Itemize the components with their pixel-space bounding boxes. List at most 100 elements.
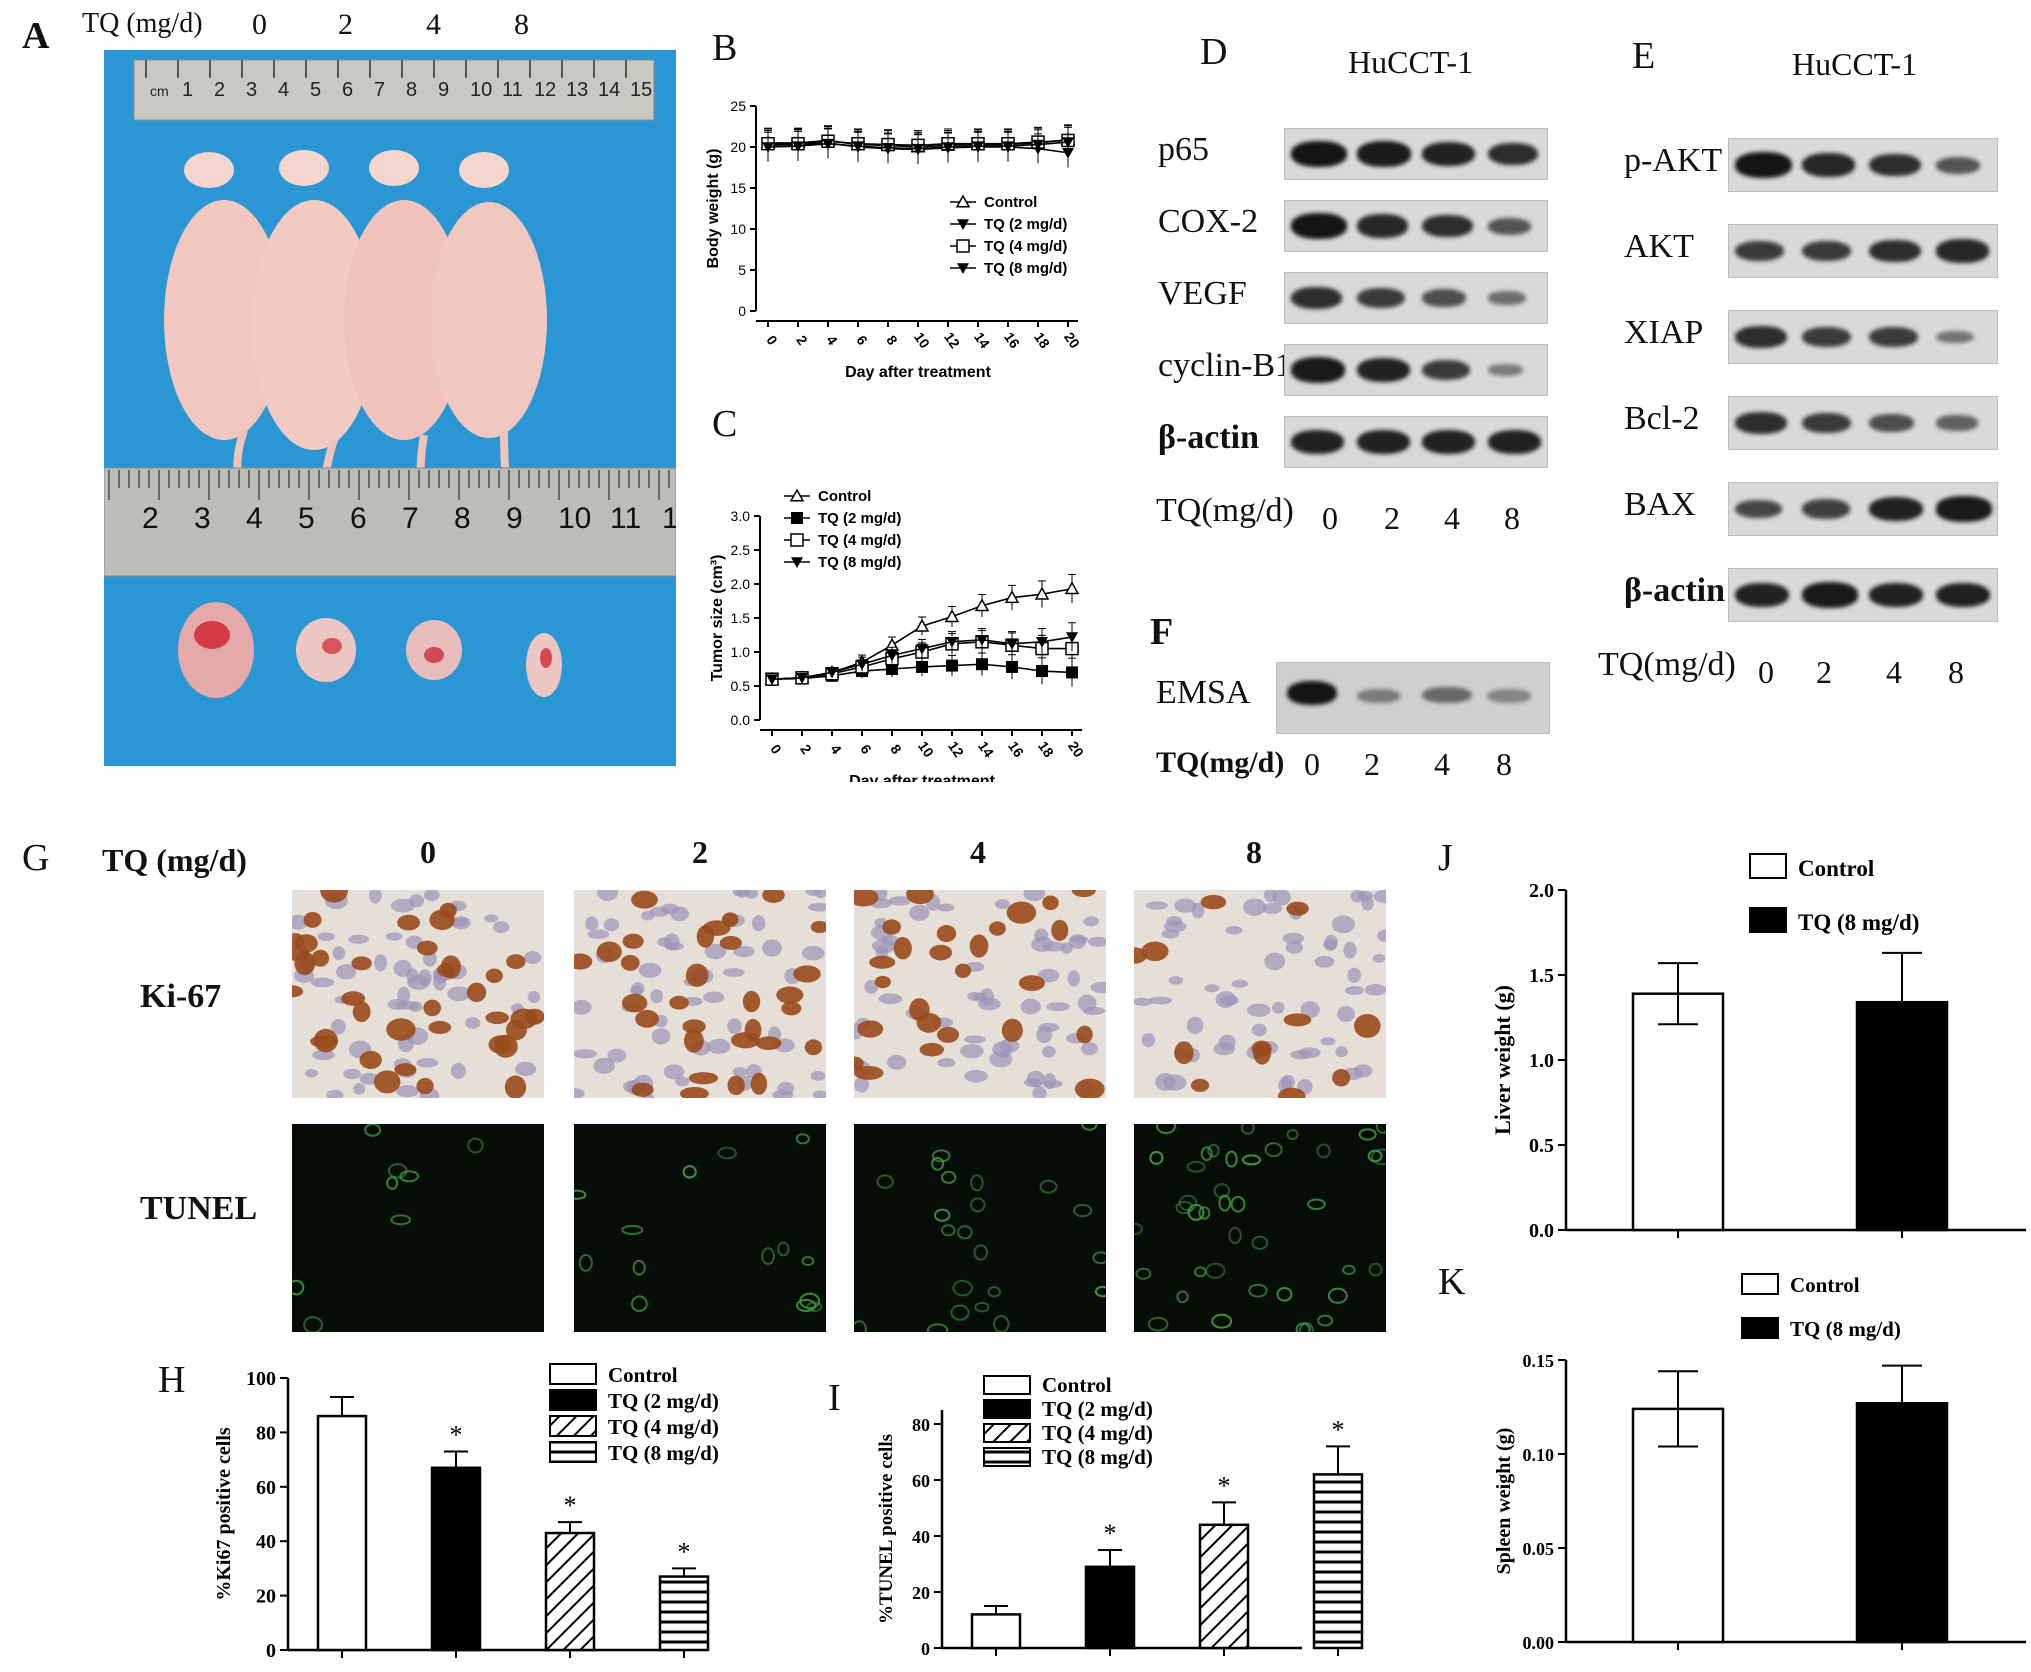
panel-f-row-emsa: EMSA	[1156, 674, 1251, 711]
y-tick-label: 0.0	[1529, 1220, 1554, 1242]
data-point	[1066, 666, 1078, 679]
legend-item: TQ (2 mg/d)	[549, 1389, 719, 1413]
panel-d-lane-0: 0	[1322, 500, 1338, 536]
blot-band	[1291, 429, 1344, 455]
y-axis-label: Spleen weight (g)	[1493, 1428, 1515, 1575]
legend-label: TQ (4 mg/d)	[818, 532, 901, 549]
data-point	[1062, 137, 1074, 149]
y-tick-label: 1.0	[1529, 1050, 1554, 1072]
blot-band	[1936, 239, 1990, 263]
legend-label: TQ (2 mg/d)	[1042, 1397, 1153, 1421]
bar	[1312, 1473, 1364, 1650]
bar	[1855, 1401, 1949, 1644]
legend-swatch	[1741, 1273, 1779, 1295]
y-tick-label: 0.0	[731, 712, 751, 728]
x-tick-label: 2	[793, 332, 811, 348]
y-tick-label: 2.5	[731, 542, 751, 558]
x-tick-label: 10	[915, 738, 937, 760]
blot-row-label: VEGF	[1158, 275, 1247, 312]
bar-control	[1631, 962, 1725, 1238]
blot-row-label: BAX	[1624, 486, 1696, 523]
data-point	[762, 142, 774, 153]
chart-c-tumor-size: 0.0 0.5 1.0 1.5 2.0 2.5 3.0 0 2 4 6 8 10 12 14 16 18 20 Da…	[709, 488, 1087, 782]
y-tick-label: 20	[256, 1586, 276, 1608]
emsa-blot	[1276, 662, 1550, 734]
x-tick-label: 10	[911, 329, 933, 351]
blot-band	[1422, 214, 1473, 238]
chart-j-liver-weight: 0.0 0.5 1.0 1.5 2.0 Liver weight (g) Control TQ…	[1490, 853, 2026, 1242]
panel-g-dose-header: TQ (mg/d)	[102, 842, 247, 878]
legend-label: TQ (8 mg/d)	[608, 1441, 719, 1465]
panel-label-h: H	[158, 1359, 186, 1401]
top-ruler-number: 9	[438, 79, 449, 101]
top-ruler-number: 10	[470, 79, 492, 101]
bar-tq-8-mg-d-	[1855, 951, 1949, 1238]
y-tick-label: 0	[738, 303, 746, 319]
bar-tq-2-mg-d-: *	[430, 1420, 482, 1658]
tumor-dose-0	[178, 602, 254, 698]
x-tick-label: 12	[941, 329, 963, 351]
legend-swatch	[549, 1389, 597, 1411]
significance-marker: *	[678, 1537, 691, 1566]
bottom-ruler-number: 8	[454, 502, 471, 535]
legend-swatch	[983, 1399, 1031, 1419]
legend-label: TQ (2 mg/d)	[608, 1389, 719, 1413]
legend-item: TQ (8 mg/d)	[1749, 907, 1919, 935]
bar-tq-8-mg-d-	[1855, 1364, 1949, 1650]
data-point	[976, 634, 988, 646]
data-point	[792, 141, 804, 153]
y-tick-label: 40	[912, 1527, 930, 1547]
blot-band	[1802, 412, 1852, 434]
y-axis-label: Tumor size (cm³)	[709, 555, 726, 682]
significance-marker: *	[1104, 1519, 1117, 1548]
bar	[430, 1466, 482, 1652]
top-ruler-number: 6	[342, 79, 353, 101]
legend-item: Control	[549, 1363, 678, 1387]
blot-band	[1356, 357, 1410, 383]
mouse-dose-0	[164, 200, 284, 440]
y-tick-label: 80	[912, 1415, 930, 1435]
top-ruler-numbers: cm 1 2 3 4 5 6 7 8 9 10 11 12 13 14 15	[150, 79, 652, 101]
y-tick-label: 1.5	[1529, 965, 1554, 987]
panel-f-lane-4: 4	[1434, 746, 1450, 782]
blot-band	[1869, 582, 1924, 608]
legend-label: TQ (8 mg/d)	[1798, 910, 1919, 935]
bottom-ruler-number: 9	[506, 502, 523, 535]
blot-row-label: XIAP	[1624, 314, 1704, 351]
bar-control	[970, 1605, 1022, 1656]
legend-label: TQ (4 mg/d)	[984, 238, 1067, 255]
blot-band	[1735, 411, 1787, 435]
emsa-band-lane-0	[1287, 681, 1337, 705]
blot-strip	[1728, 396, 1998, 450]
panel-label-a: A	[22, 15, 50, 57]
data-point	[946, 659, 958, 672]
blot-band	[1422, 429, 1475, 455]
blot-row-label: cyclin-B1	[1158, 347, 1293, 384]
data-point	[1034, 586, 1050, 600]
y-axis-label: %TUNEL positive cells	[876, 1434, 897, 1624]
y-tick-label: 100	[246, 1368, 276, 1390]
y-tick-label: 0.5	[1529, 1135, 1554, 1157]
panel-e-lane-8: 8	[1948, 654, 1964, 690]
bar-control	[1631, 1370, 1725, 1650]
blot-row-label: β-actin	[1158, 419, 1260, 456]
legend-swatch	[1749, 907, 1787, 933]
y-tick-label: 10	[730, 221, 746, 237]
x-tick-label: 16	[1001, 329, 1023, 351]
y-tick-label: 25	[730, 98, 746, 114]
bottom-ruler-number: 2	[142, 502, 159, 535]
data-point	[1036, 637, 1048, 648]
legend-label: TQ (4 mg/d)	[608, 1415, 719, 1439]
blot-band	[1802, 326, 1852, 348]
panel-f-lane-0: 0	[1304, 746, 1320, 782]
legend-label: TQ (2 mg/d)	[818, 510, 901, 527]
y-tick-label: 0.5	[731, 678, 751, 694]
legend-label: Control	[1798, 856, 1874, 881]
top-ruler-number: 1	[182, 79, 193, 101]
y-axis-label: Liver weight (g)	[1490, 985, 1515, 1135]
ki67-micrograph	[574, 890, 826, 1098]
emsa-band-lane-2	[1357, 689, 1401, 703]
legend-item: TQ (4 mg/d)	[549, 1415, 719, 1439]
panel-a-dose-2: 2	[338, 8, 353, 41]
legend-item: TQ (8 mg/d)	[983, 1445, 1153, 1469]
